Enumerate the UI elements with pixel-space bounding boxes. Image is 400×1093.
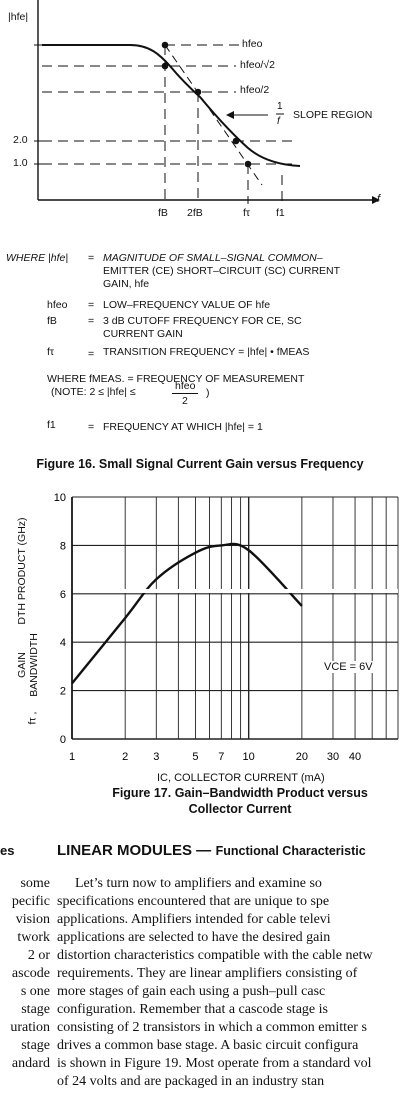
fig17-xtick-label: 2 (122, 751, 128, 763)
def-eq-2: = (88, 299, 95, 311)
paragraph-line: drives a common base stage. A basic circ… (57, 1038, 359, 1053)
fig17-annotation: VCE = 6V (323, 661, 374, 673)
fig17-xtick-label: 1 (69, 751, 75, 763)
def-hfeo-sym: hfeo (47, 299, 68, 311)
def-ft-sym: fτ (47, 346, 55, 358)
left-heading-fragment: es (0, 843, 15, 858)
fig17-caption-1: Figure 17. Gain–Bandwidth Product versus (112, 786, 368, 800)
def-eq-1: = (88, 252, 95, 264)
label-hfeo-sqrt2: hfeo/√2 (240, 59, 275, 71)
paragraph-line: requirements. They are linear amplifiers… (57, 966, 358, 981)
fig17-xtick-label: 5 (192, 751, 198, 763)
def-fb-2: CURRENT GAIN (103, 328, 183, 340)
label-hfeo-2: hfeo/2 (240, 84, 270, 96)
paragraph-line: is shown in Figure 19. Most operate from… (57, 1056, 372, 1071)
slope-frac-num: 1 (277, 101, 283, 112)
xtick-2fb: 2fB (187, 207, 203, 219)
fig17-xtick-label: 40 (349, 751, 361, 763)
fig17-xlabel: IC, COLLECTOR CURRENT (mA) (157, 772, 325, 784)
def-f1: FREQUENCY AT WHICH |hfe| = 1 (103, 421, 263, 433)
def-meas-close: ) (206, 387, 210, 399)
fig17-xtick-label: 20 (296, 751, 308, 763)
def-meas-num: hfeo (175, 380, 196, 392)
fig16-x-arrow (372, 196, 380, 204)
fig17-xtick-label: 7 (218, 751, 224, 763)
def-hfe-2: EMITTER (CE) SHORT–CIRCUIT (SC) CURRENT (103, 265, 341, 277)
paragraph-line: specifications encountered that are uniq… (57, 894, 330, 909)
slope-frac-den: f (277, 116, 280, 127)
def-ft: TRANSITION FREQUENCY = |hfe| • fMEAS (103, 346, 310, 358)
section-heading-sub: Functional Characteristic (215, 844, 366, 858)
fig17-ylabel-top: DTH PRODUCT (GHz) (16, 517, 28, 625)
figure-16: |hfe| hfeo hfeo/√2 hfeo/2 1 f SLOPE REGI… (0, 0, 400, 240)
def-fb-1: 3 dB CUTOFF FREQUENCY FOR CE, SC (103, 315, 302, 327)
def-eq-5: = (88, 421, 95, 433)
section-heading-main: LINEAR MODULES — (57, 842, 212, 859)
fig16-caption: Figure 16. Small Signal Current Gain ver… (36, 457, 364, 471)
fig16-definitions: WHERE |hfe| = MAGNITUDE OF SMALL–SIGNAL … (0, 252, 400, 437)
slope-asymptote (164, 44, 263, 186)
fig17-ytick-label: 4 (60, 637, 66, 649)
def-f1-sym: f1 (47, 419, 56, 431)
xtick-ft: fτ (243, 207, 251, 219)
fig17-series-line (71, 542, 303, 685)
hfe-curve (42, 44, 301, 167)
figure-17: 10 8 6 4 2 0 1 2 3 5 7 10 20 30 40 DTH PRODUCT (GHz) G… (0, 480, 400, 784)
paragraph-line: consisting of 2 transistors in which a c… (57, 1020, 367, 1035)
fig17-ytick-label: 6 (60, 589, 66, 601)
def-eq-3: = (88, 315, 95, 327)
main-paragraph: Let’s turn now to amplifiers and examine… (57, 875, 400, 1091)
fig17-scan-gap (74, 588, 398, 593)
ytick-1: 1.0 (13, 157, 28, 169)
paragraph-line: Let’s turn now to amplifiers and examine… (75, 876, 322, 891)
label-hfeo: hfeo (242, 38, 263, 50)
def-meas-1: WHERE fMEAS. = FREQUENCY OF MEASUREMENT (47, 373, 305, 385)
paragraph-line: configuration. Remember that a cascode s… (57, 1002, 328, 1017)
fig17-xtick-label: 10 (243, 751, 255, 763)
def-where: WHERE |hfe| (6, 252, 69, 264)
fig17-ytick-label: 0 (60, 734, 66, 746)
fig17-ylabel-sym: fτ , (26, 711, 39, 725)
paragraph-line: applications are selected to have the de… (57, 930, 331, 945)
fig17-ytick-label: 2 (60, 686, 66, 698)
x-axis-label: f (377, 193, 381, 205)
fig17-xtick-label: 3 (153, 751, 159, 763)
def-hfe-1: MAGNITUDE OF SMALL–SIGNAL COMMON– (103, 252, 323, 264)
left-column-fragments: some pecific vision twork 2 or ascode s … (10, 876, 50, 1071)
paragraph-line: applications. Amplifiers intended for ca… (57, 912, 331, 927)
def-meas-den: 2 (182, 395, 188, 407)
paragraph-line: more stages of gain each using a push–pu… (57, 984, 326, 999)
ytick-2: 2.0 (13, 134, 28, 146)
section-heading: LINEAR MODULES — Functional Characterist… (57, 842, 366, 860)
def-meas-frac-bar (172, 393, 198, 394)
def-meas-2: (NOTE: 2 ≤ |hfe| ≤ (51, 386, 136, 398)
slope-label: SLOPE REGION (293, 109, 373, 121)
paragraph-line: distortion characteristics compatible wi… (57, 948, 373, 963)
fig17-ylabel-mid: GAIN BANDWIDTH (16, 633, 40, 697)
figure-16-diagram (34, 0, 380, 204)
fig16-ylabel: |hfe| (8, 11, 29, 23)
xtick-f1: f1 (276, 207, 285, 219)
def-hfe-3: GAIN, hfe (103, 278, 150, 290)
fig17-caption-2: Collector Current (188, 802, 292, 816)
fig17-ytick-label: 8 (60, 540, 66, 552)
xtick-fb: fB (158, 207, 168, 219)
def-fb-sym: fB (47, 315, 57, 327)
def-eq-4: = (88, 348, 95, 360)
def-hfeo: LOW–FREQUENCY VALUE OF hfe (103, 299, 271, 311)
fig17-xtick-label: 30 (327, 751, 339, 763)
fig17-ytick-label: 10 (54, 492, 66, 504)
paragraph-line: of 24 volts and are packaged in an indus… (57, 1074, 325, 1089)
